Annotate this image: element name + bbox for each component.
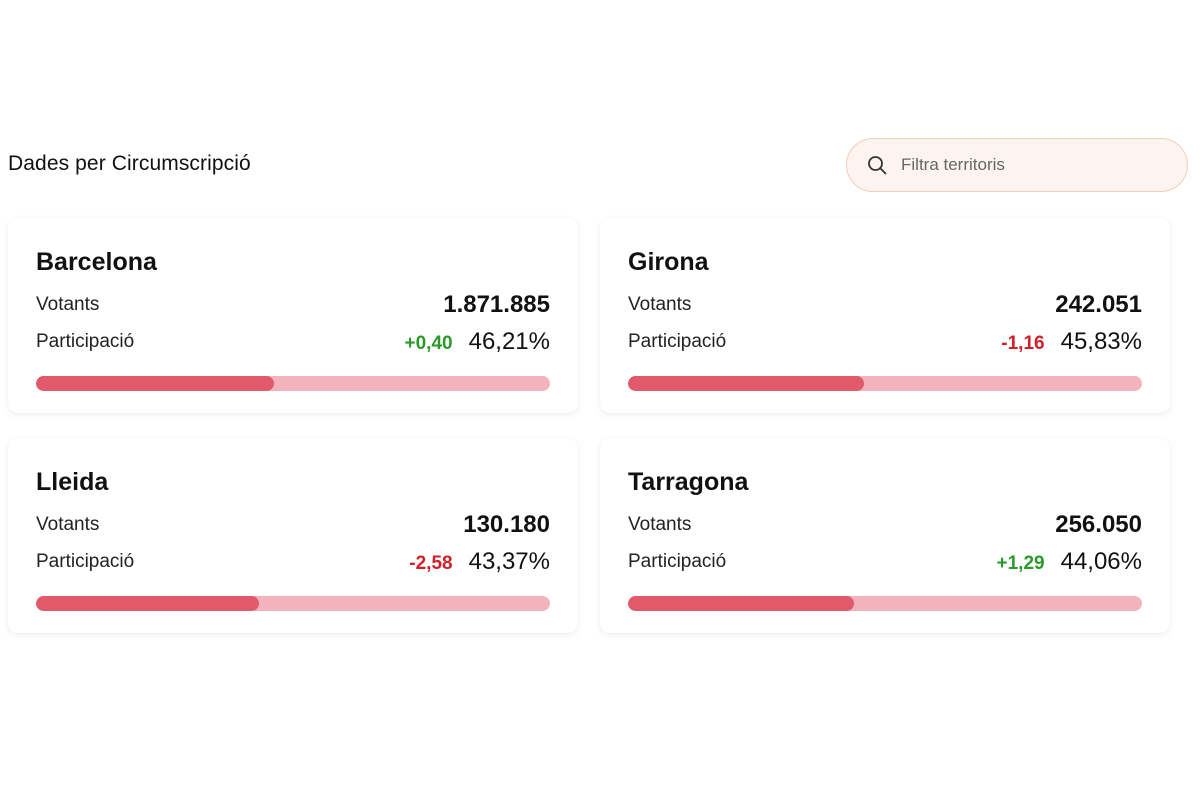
- participacio-group: +0,40 46,21%: [405, 328, 550, 356]
- search-input[interactable]: [899, 154, 1163, 176]
- participacio-bar-fill: [36, 376, 274, 391]
- votants-value: 1.871.885: [443, 291, 550, 318]
- votants-label: Votants: [36, 514, 100, 535]
- participacio-change: +0,40: [404, 333, 453, 354]
- participacio-value: 44,06%: [1060, 548, 1142, 575]
- participacio-change: -1,16: [1001, 333, 1045, 354]
- participacio-bar: [36, 596, 550, 611]
- card-lleida[interactable]: Lleida Votants 130.180 Participació -2,5…: [8, 438, 578, 633]
- participacio-label: Participació: [628, 551, 727, 572]
- participacio-value: 45,83%: [1060, 328, 1142, 355]
- section-title: Dades per Circumscripció: [8, 152, 251, 175]
- votants-label: Votants: [628, 514, 692, 535]
- participacio-bar-fill: [628, 596, 855, 611]
- votants-value: 130.180: [463, 511, 550, 538]
- participacio-bar: [628, 376, 1142, 391]
- votants-label: Votants: [628, 294, 692, 315]
- votants-value: 242.051: [1055, 291, 1142, 318]
- search-icon: [868, 156, 887, 175]
- participacio-label: Participació: [36, 551, 135, 572]
- card-title: Girona: [628, 248, 709, 276]
- participacio-value: 43,37%: [468, 548, 550, 575]
- participacio-group: -2,58 43,37%: [409, 548, 550, 576]
- votants-value: 256.050: [1055, 511, 1142, 538]
- participacio-value: 46,21%: [468, 328, 550, 355]
- participacio-change: +1,29: [996, 553, 1045, 574]
- participacio-bar: [628, 596, 1142, 611]
- participacio-label: Participació: [36, 331, 135, 352]
- card-barcelona[interactable]: Barcelona Votants 1.871.885 Participació…: [8, 218, 578, 413]
- participacio-bar-fill: [628, 376, 864, 391]
- participacio-bar: [36, 376, 550, 391]
- participacio-group: +1,29 44,06%: [997, 548, 1142, 576]
- votants-label: Votants: [36, 294, 100, 315]
- card-title: Barcelona: [36, 248, 157, 276]
- participacio-bar-fill: [36, 596, 259, 611]
- participacio-group: -1,16 45,83%: [1001, 328, 1142, 356]
- participacio-change: -2,58: [409, 553, 453, 574]
- card-title: Tarragona: [628, 468, 749, 496]
- card-tarragona[interactable]: Tarragona Votants 256.050 Participació +…: [600, 438, 1170, 633]
- card-title: Lleida: [36, 468, 109, 496]
- search-box[interactable]: [846, 138, 1188, 192]
- card-girona[interactable]: Girona Votants 242.051 Participació -1,1…: [600, 218, 1170, 413]
- participacio-label: Participació: [628, 331, 727, 352]
